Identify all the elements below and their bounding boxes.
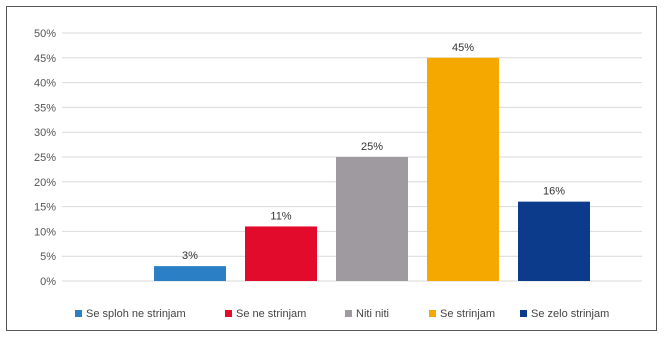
y-tick-label: 50% bbox=[34, 28, 56, 40]
data-label: 16% bbox=[543, 186, 565, 198]
legend-label: Se sploh ne strinjam bbox=[86, 308, 186, 320]
y-tick-label: 10% bbox=[34, 226, 56, 238]
y-tick-label: 25% bbox=[34, 152, 56, 164]
legend-swatch bbox=[520, 310, 527, 317]
bar-4 bbox=[427, 57, 499, 281]
legend-label: Se ne strinjam bbox=[236, 308, 306, 320]
bar-chart: 0% 5% 10% 15% 20% 25% 30% 35% 40% 45% 50% 3% 11% 25%… bbox=[34, 28, 642, 320]
y-tick-label: 45% bbox=[34, 53, 56, 65]
data-label: 25% bbox=[361, 141, 383, 153]
legend-swatch bbox=[225, 310, 232, 317]
chart-frame: 0% 5% 10% 15% 20% 25% 30% 35% 40% 45% 50% 3% 11% 25%… bbox=[6, 6, 657, 331]
y-tick-label: 0% bbox=[40, 276, 56, 288]
y-tick-label: 40% bbox=[34, 78, 56, 90]
legend-label: Se zelo strinjam bbox=[531, 308, 609, 320]
y-tick-label: 5% bbox=[40, 251, 56, 263]
y-tick-label: 20% bbox=[34, 177, 56, 189]
legend-swatch bbox=[345, 310, 352, 317]
legend-swatch bbox=[75, 310, 82, 317]
legend-label: Niti niti bbox=[356, 308, 389, 320]
data-labels: 3% 11% 25% 45% 16% bbox=[182, 42, 565, 262]
bars bbox=[154, 57, 590, 281]
data-label: 11% bbox=[270, 210, 291, 222]
data-label: 3% bbox=[182, 250, 198, 262]
legend-swatch bbox=[429, 310, 436, 317]
data-label: 45% bbox=[452, 42, 474, 54]
bar-2 bbox=[245, 226, 317, 281]
y-tick-label: 35% bbox=[34, 102, 56, 114]
bar-5 bbox=[518, 201, 590, 281]
legend-label: Se strinjam bbox=[440, 308, 495, 320]
bar-1 bbox=[154, 266, 226, 281]
legend: Se sploh ne strinjam Se ne strinjam Niti n… bbox=[75, 308, 609, 320]
bar-3 bbox=[336, 157, 408, 281]
y-tick-label: 15% bbox=[34, 202, 56, 214]
y-tick-label: 30% bbox=[34, 127, 56, 139]
y-axis-ticks: 0% 5% 10% 15% 20% 25% 30% 35% 40% 45% 50% bbox=[34, 28, 56, 288]
